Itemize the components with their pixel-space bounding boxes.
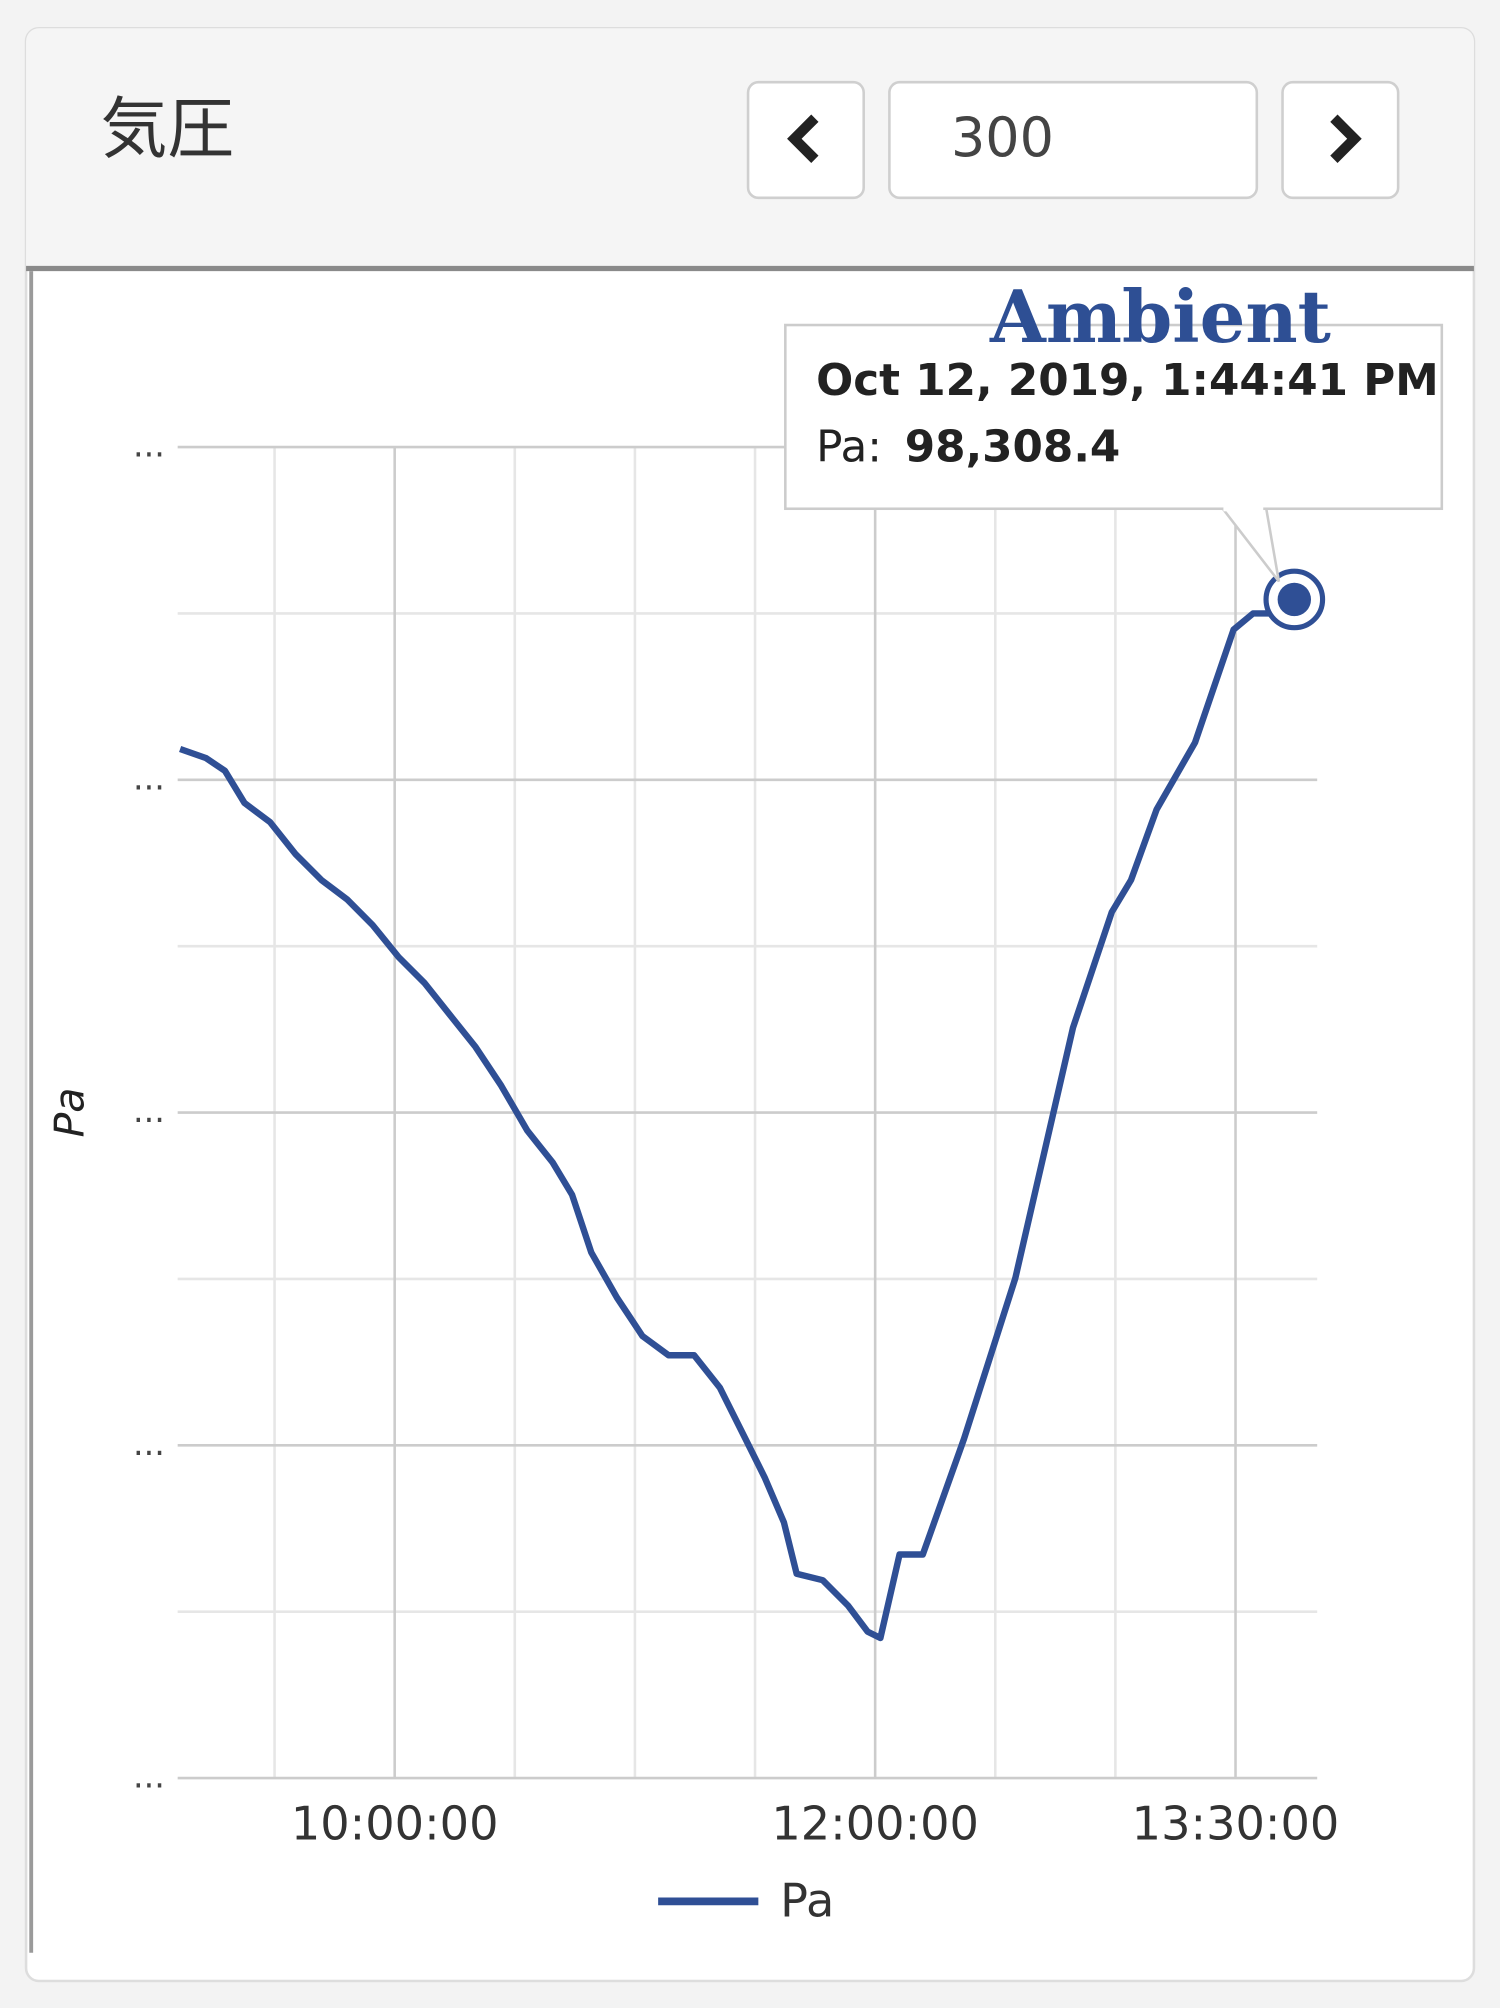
y-tick-label: ... xyxy=(133,1757,165,1796)
x-tick-label: 10:00:00 xyxy=(291,1796,499,1850)
range-input-value[interactable]: 300 xyxy=(951,106,1054,169)
plot xyxy=(179,568,1326,1642)
highlight-point xyxy=(1277,582,1312,617)
tooltip-value: 98,308.4 xyxy=(905,422,1121,473)
data-line xyxy=(179,596,1297,1642)
x-tick-label: 13:30:00 xyxy=(1132,1796,1340,1850)
x-tick-label: 12:00:00 xyxy=(771,1796,979,1850)
y-tick-label: ... xyxy=(133,426,165,465)
y-axis-title: Pa xyxy=(45,1088,93,1138)
widget-title: 気圧 xyxy=(101,90,235,168)
tooltip-gap xyxy=(1223,503,1264,512)
legend-label: Pa xyxy=(780,1873,834,1927)
range-input[interactable] xyxy=(888,80,1259,200)
prev-button[interactable] xyxy=(746,80,865,200)
watermark: Ambient xyxy=(989,274,1331,359)
tooltip-box xyxy=(784,323,1444,511)
next-button[interactable] xyxy=(1281,80,1400,200)
y-tick-label: ... xyxy=(133,758,165,797)
prev-icon[interactable] xyxy=(787,114,819,163)
prev-button-bg[interactable] xyxy=(746,80,865,200)
tooltip-title: Oct 12, 2019, 1:44:41 PM xyxy=(816,355,1439,406)
y-tick-label: ... xyxy=(133,1424,165,1463)
tooltip-series: Pa: xyxy=(816,422,882,473)
next-icon[interactable] xyxy=(1330,114,1362,163)
grid: ............... 10:00:00 12:00:00 13:30:00 xyxy=(133,426,1339,1851)
next-button-bg[interactable] xyxy=(1281,80,1400,200)
y-tick-label: ... xyxy=(133,1091,165,1130)
